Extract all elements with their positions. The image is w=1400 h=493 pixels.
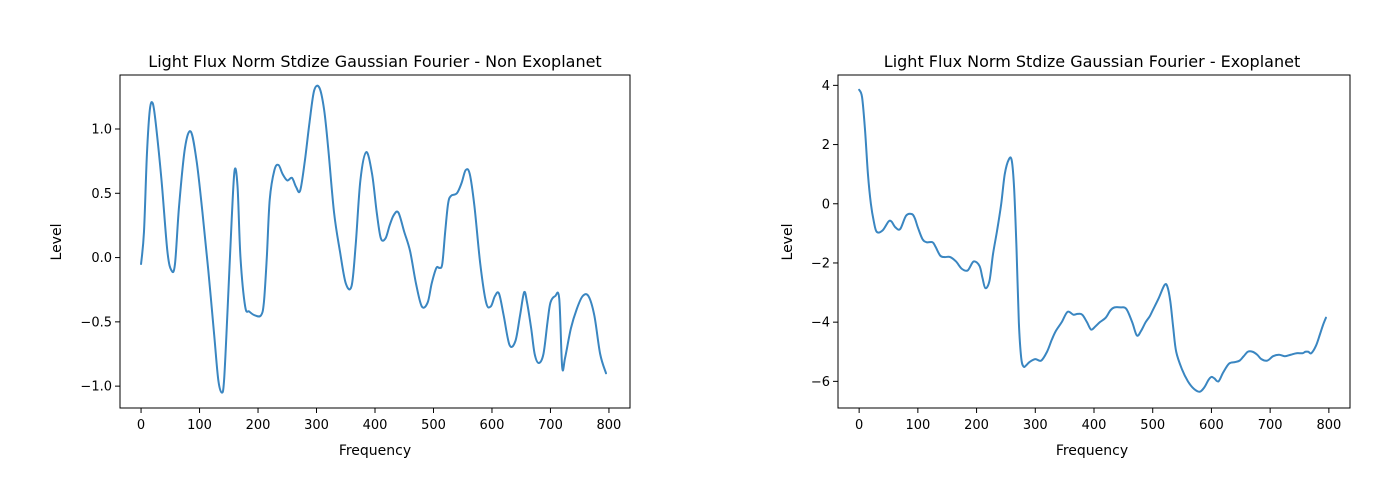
x-tick-label: 300	[304, 418, 329, 433]
y-tick-label: 4	[822, 79, 830, 94]
y-tick-label: −4	[811, 316, 830, 331]
x-axis-label: Frequency	[339, 443, 411, 459]
y-axis-label: Level	[780, 224, 796, 261]
x-tick-label: 500	[1140, 418, 1165, 433]
x-tick-label: 300	[1023, 418, 1048, 433]
x-axis: 0 100 200 300 400 500 600 700 800	[855, 408, 1341, 433]
series-line	[140, 84, 608, 394]
plot-area	[858, 88, 1327, 393]
x-tick-label: 600	[1199, 418, 1224, 433]
x-tick-label: 200	[246, 418, 271, 433]
plot-area	[140, 84, 608, 394]
y-tick-label: −0.5	[80, 315, 112, 330]
x-tick-label: 500	[421, 418, 446, 433]
x-tick-label: 400	[363, 418, 388, 433]
y-tick-label: 1.0	[91, 123, 112, 138]
y-tick-label: 0	[822, 197, 830, 212]
chart-title: Light Flux Norm Stdize Gaussian Fourier …	[148, 52, 601, 71]
x-tick-label: 100	[187, 418, 212, 433]
y-tick-label: 2	[822, 138, 830, 153]
x-tick-label: 700	[538, 418, 563, 433]
y-tick-label: 0.5	[91, 187, 112, 202]
series-line	[858, 88, 1327, 393]
plot-frame	[837, 74, 1351, 409]
chart-exoplanet: Light Flux Norm Stdize Gaussian Fourier …	[780, 52, 1351, 459]
x-axis: 0 100 200 300 400 500 600 700 800	[137, 408, 621, 433]
y-tick-label: −1.0	[80, 380, 112, 395]
chart-title: Light Flux Norm Stdize Gaussian Fourier …	[884, 52, 1300, 71]
y-tick-label: 0.0	[91, 251, 112, 266]
x-tick-label: 800	[1316, 418, 1341, 433]
x-tick-label: 700	[1258, 418, 1283, 433]
chart-non-exoplanet: Light Flux Norm Stdize Gaussian Fourier …	[49, 52, 631, 459]
x-tick-label: 0	[137, 418, 145, 433]
x-tick-label: 800	[597, 418, 622, 433]
plot-frame	[119, 74, 631, 409]
x-tick-label: 100	[905, 418, 930, 433]
y-axis: −6 −4 −2 0 2 4	[811, 79, 838, 390]
y-axis: −1.0 −0.5 0.0 0.5 1.0	[80, 123, 120, 395]
x-axis-label: Frequency	[1056, 443, 1128, 459]
y-tick-label: −6	[811, 375, 830, 390]
x-tick-label: 0	[855, 418, 863, 433]
y-tick-label: −2	[811, 256, 830, 271]
x-tick-label: 200	[964, 418, 989, 433]
x-tick-label: 400	[1082, 418, 1107, 433]
x-tick-label: 600	[480, 418, 505, 433]
y-axis-label: Level	[49, 224, 65, 261]
